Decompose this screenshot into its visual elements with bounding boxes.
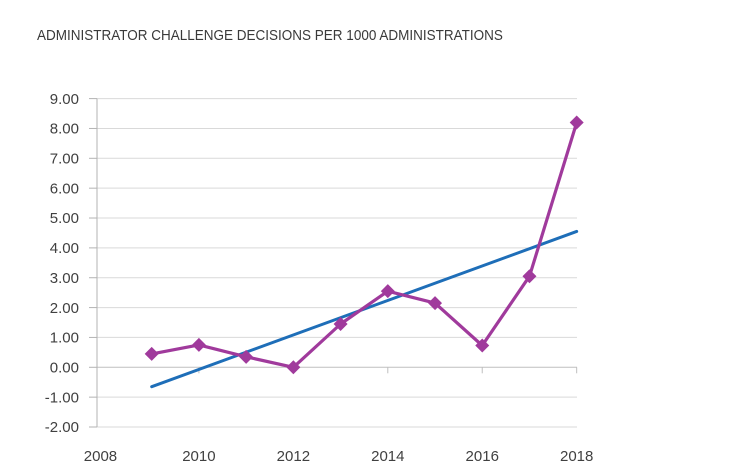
data-point-marker [333,317,348,332]
y-tick-label: 7.00 [50,151,79,168]
data-point-marker [286,360,301,375]
y-tick-label: -1.00 [45,389,79,406]
data-point-marker [239,349,254,364]
y-tick-label: -2.00 [45,419,79,436]
series-line [150,120,579,369]
y-tick-label: 2.00 [50,300,79,317]
x-tick-label: 2012 [277,448,310,465]
y-tick-label: 4.00 [50,240,79,257]
x-tick-label: 2014 [371,448,404,465]
y-tick-label: 8.00 [50,121,79,138]
x-tick-label: 2016 [466,448,499,465]
y-tick-label: 9.00 [50,91,79,108]
x-tick-label: 2010 [182,448,215,465]
y-tick-label: 5.00 [50,210,79,227]
y-tick-label: 6.00 [50,180,79,197]
data-point-marker [380,284,395,299]
x-tick-label: 2008 [84,448,117,465]
x-tick-label: 2018 [560,448,593,465]
data-point-marker [522,269,537,284]
y-tick-label: 1.00 [50,330,79,347]
data-point-marker [569,115,584,130]
y-tick-label: 0.00 [50,359,79,376]
data-point-marker [144,346,159,361]
chart-title: ADMINISTRATOR CHALLENGE DECISIONS PER 10… [37,27,503,44]
data-point-marker [191,337,206,352]
y-tick-label: 3.00 [50,270,79,287]
data-point-marker [428,296,443,311]
data-point-marker [475,338,490,353]
